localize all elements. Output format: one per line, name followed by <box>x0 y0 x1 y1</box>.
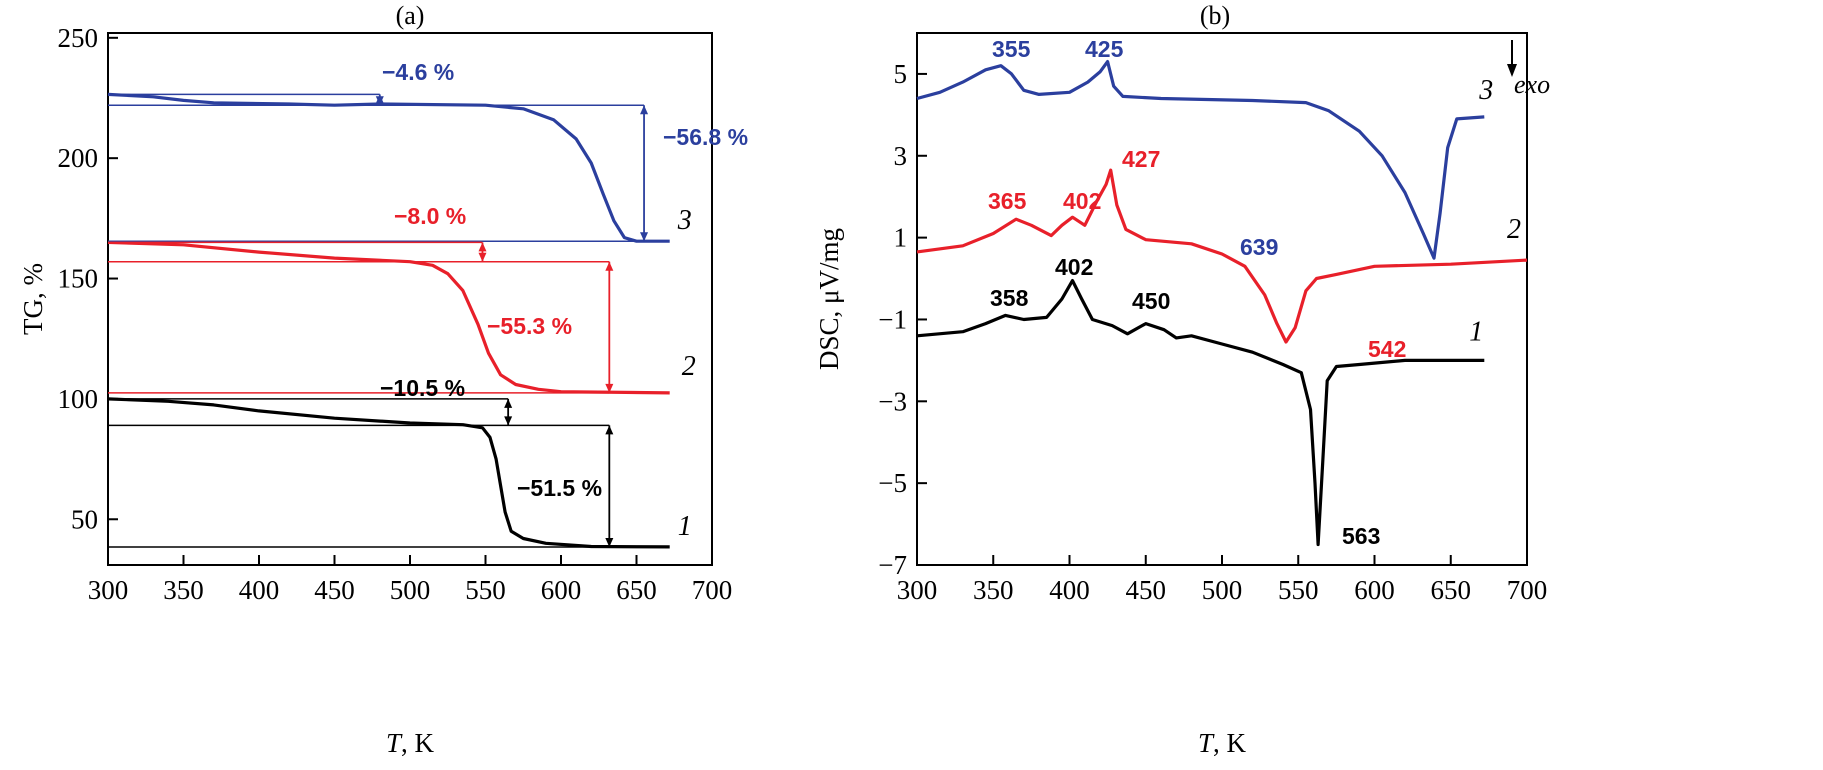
chart-a-y-tick-label: 100 <box>58 384 99 414</box>
chart-a-annotation-arrowhead <box>605 383 614 393</box>
chart-a-annotation-arrowhead <box>375 94 384 104</box>
chart-a-plot-frame <box>107 32 713 566</box>
chart-a-annotation-arrowhead <box>640 232 649 242</box>
chart-b-x-tick-label: 500 <box>1202 575 1243 605</box>
chart-a-curve-number-2: 2 <box>682 351 696 382</box>
chart-a-x-tick-label: 350 <box>163 575 204 605</box>
chart-a-x-tick-label: 450 <box>314 575 355 605</box>
chart-b-peak-label: 365 <box>988 188 1027 214</box>
chart-b-peak-label: 450 <box>1132 288 1170 314</box>
chart-b-y-label: DSC, μV/mg <box>814 228 844 370</box>
chart-a-series-2-line <box>107 240 670 395</box>
chart-b-y-tick-label: −3 <box>878 386 907 416</box>
chart-a-y-label: TG, % <box>18 263 48 335</box>
chart-a-y-tick-label: 250 <box>58 23 99 53</box>
chart-b-series-3-line <box>916 60 1485 260</box>
chart-b-peak-label: 427 <box>1122 146 1160 172</box>
chart-b-y-tick-label: −7 <box>878 550 907 580</box>
chart-b-y-tick-label: 3 <box>894 141 908 171</box>
chart-b-x-label-unit: , K <box>1213 728 1247 758</box>
chart-b-peak-label: 563 <box>1342 523 1380 549</box>
chart-a-annotation-arrowhead <box>605 425 614 435</box>
chart-b-peak-label: 402 <box>1063 188 1101 214</box>
chart-a-annotation-label: −56.8 % <box>663 124 748 150</box>
chart-a-x-tick-label: 650 <box>616 575 657 605</box>
chart-a-curve-number-3: 3 <box>677 205 692 236</box>
chart-b-peak-label: 355 <box>992 36 1031 62</box>
chart-a-y-tick-label: 50 <box>71 504 98 534</box>
chart-b-x-tick-label: 650 <box>1431 575 1472 605</box>
chart-a-y-tick-label: 200 <box>58 143 99 173</box>
chart-a-x-tick-label: 550 <box>465 575 506 605</box>
exo-label: exo <box>1514 70 1550 99</box>
chart-a-x-tick-label: 500 <box>390 575 431 605</box>
chart-a-x-tick-label: 600 <box>541 575 582 605</box>
chart-a-x-label-unit: , K <box>401 728 435 758</box>
chart-b-x-label-var: T <box>1198 728 1215 758</box>
chart-a-annotation-label: −55.3 % <box>487 313 572 339</box>
chart-a-annotation-arrowhead <box>478 252 487 262</box>
chart-a-x-tick-label: 400 <box>239 575 280 605</box>
chart-b-y-tick-label: 1 <box>894 223 908 253</box>
chart-b-peak-label: 358 <box>990 285 1029 311</box>
chart-b-x-tick-label: 600 <box>1354 575 1395 605</box>
chart-a-annotation-arrowhead <box>504 398 513 408</box>
chart-a-series-3-line <box>107 92 670 243</box>
chart-b-peak-label: 542 <box>1368 336 1406 362</box>
chart-b-y-tick-label: −5 <box>878 468 907 498</box>
chart-a-annotation-label: −8.0 % <box>394 203 466 229</box>
chart-b-curve-number-3: 3 <box>1478 75 1493 106</box>
chart-a-x-label-var: T <box>386 728 403 758</box>
chart-a-annotation-label: −10.5 % <box>380 375 465 401</box>
chart-a-annotation-label: −4.6 % <box>382 59 454 85</box>
chart-b-title: (b) <box>1200 1 1230 30</box>
chart-a-x-tick-label: 700 <box>692 575 733 605</box>
chart-b-y-tick-label: 5 <box>894 59 908 89</box>
chart-b-peak-label: 425 <box>1085 36 1124 62</box>
chart-b-x-tick-label: 300 <box>897 575 938 605</box>
chart-a-annotation-arrowhead <box>605 537 614 547</box>
chart-b-x-tick-label: 400 <box>1049 575 1090 605</box>
chart-b-series-2-line <box>916 168 1528 344</box>
chart-b-x-tick-label: 550 <box>1278 575 1319 605</box>
chart-a-annotation-arrowhead <box>478 242 487 252</box>
chart-a-y-tick-label: 150 <box>58 264 99 294</box>
exo-arrowhead <box>1507 64 1517 77</box>
chart-a-annotation-arrowhead <box>504 416 513 426</box>
chart-b-peak-label: 402 <box>1055 254 1093 280</box>
chart-b-x-label: T, K <box>1198 728 1247 758</box>
chart-a-annotation-label: −51.5 % <box>517 475 602 501</box>
chart-b-x-tick-label: 700 <box>1507 575 1548 605</box>
chart-a-series-1-line <box>107 397 670 549</box>
chart-b-x-tick-label: 450 <box>1126 575 1167 605</box>
chart-a-curve-number-1: 1 <box>678 511 692 542</box>
chart-b-curve-number-1: 1 <box>1469 316 1483 347</box>
chart-a-annotation-arrowhead <box>640 105 649 115</box>
chart-a-x-tick-label: 300 <box>88 575 129 605</box>
chart-b-x-tick-label: 350 <box>973 575 1014 605</box>
chart-b-curve-number-2: 2 <box>1507 214 1521 245</box>
chart-a-title: (a) <box>396 1 425 30</box>
chart-b-y-tick-label: −1 <box>878 304 907 334</box>
chart-a-annotation-arrowhead <box>605 261 614 271</box>
chart-a-x-label: T, K <box>386 728 435 758</box>
chart-b-series-1-line <box>916 279 1485 547</box>
chart-b-peak-label: 639 <box>1240 234 1278 260</box>
